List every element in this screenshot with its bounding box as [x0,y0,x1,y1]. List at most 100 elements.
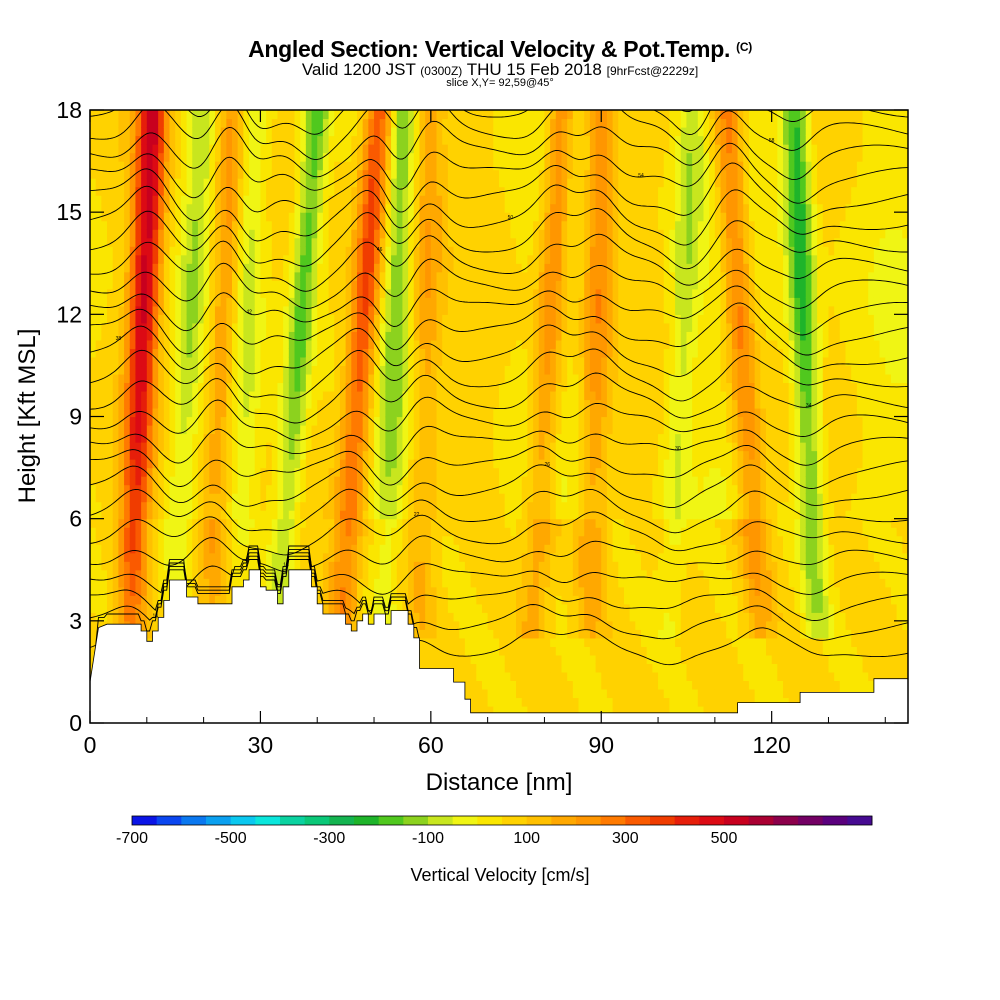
velocity-cell [345,407,352,418]
velocity-cell [124,552,131,562]
velocity-cell [124,314,131,324]
velocity-cell [374,544,381,554]
velocity-cell [362,161,369,171]
velocity-cell [339,518,347,528]
velocity-cell [146,518,154,528]
velocity-cell [169,569,176,579]
velocity-cell [129,527,137,537]
velocity-cell [447,595,455,605]
velocity-cell [118,305,125,315]
velocity-cell [425,382,432,392]
velocity-cell [300,331,307,341]
velocity-cell [311,212,318,222]
velocity-cell [374,484,381,494]
velocity-cell [101,552,108,562]
velocity-cell [112,442,119,452]
velocity-cell [334,586,341,596]
velocity-cell [351,569,358,579]
velocity-cell [158,356,165,367]
velocity-cell [305,135,313,145]
velocity-cell [334,229,341,239]
velocity-cell [192,246,199,256]
velocity-cell [260,348,267,358]
velocity-cell [124,212,131,222]
velocity-cell [129,603,137,613]
velocity-cell [152,203,159,213]
velocity-cell [368,467,375,477]
velocity-cell [442,501,449,511]
velocity-cell [203,399,210,409]
velocity-cell [379,169,386,179]
velocity-cell [101,365,108,375]
velocity-cell [214,237,222,247]
velocity-cell [294,476,301,486]
velocity-cell [294,535,301,545]
velocity-cell [391,442,398,452]
velocity-cell [430,595,438,605]
velocity-cell [90,254,97,264]
velocity-cell [249,144,256,154]
velocity-cell [271,152,279,162]
velocity-cell [317,433,324,443]
velocity-cell [351,561,358,571]
velocity-cell [141,220,148,230]
velocity-cell [436,195,443,205]
velocity-cell [447,450,455,460]
velocity-cell [163,246,171,256]
velocity-cell [283,305,290,315]
velocity-cell [317,527,324,537]
velocity-cell [447,195,455,205]
velocity-cell [459,135,466,145]
velocity-cell [470,229,477,239]
velocity-cell [391,271,398,281]
velocity-cell [197,220,205,230]
velocity-cell [305,322,313,332]
velocity-cell [232,314,239,324]
velocity-cell [249,169,256,179]
velocity-cell [402,169,409,179]
velocity-cell [186,237,193,247]
velocity-cell [402,442,409,452]
velocity-cell [385,459,392,469]
velocity-cell [396,331,404,341]
velocity-cell [362,501,369,511]
velocity-cell [419,152,426,162]
velocity-cell [152,365,159,375]
velocity-cell [107,544,114,554]
velocity-cell [180,314,188,324]
velocity-cell [453,510,460,520]
velocity-cell [356,382,364,392]
velocity-cell [118,229,125,239]
velocity-cell [351,144,358,154]
velocity-cell [152,544,159,554]
velocity-cell [419,246,426,256]
velocity-cell [288,127,296,137]
velocity-cell [146,544,154,554]
velocity-cell [385,271,392,281]
velocity-cell [180,144,188,154]
velocity-cell [402,586,409,596]
velocity-cell [175,288,182,298]
velocity-cell [339,552,347,562]
velocity-cell [197,578,205,588]
velocity-cell [368,305,375,315]
velocity-cell [476,501,483,511]
velocity-cell [351,603,358,613]
velocity-cell [334,186,341,196]
velocity-cell [118,110,125,120]
velocity-cell [345,603,352,613]
velocity-cell [232,237,239,247]
velocity-cell [436,501,443,511]
velocity-cell [476,484,483,494]
velocity-cell [317,152,324,162]
velocity-cell [368,254,375,264]
velocity-cell [135,229,142,239]
velocity-cell [266,220,273,230]
velocity-cell [300,450,307,460]
velocity-cell [356,527,364,537]
velocity-cell [362,493,369,503]
velocity-cell [413,237,421,247]
velocity-cell [254,399,262,409]
velocity-cell [226,501,233,511]
velocity-cell [334,339,341,349]
